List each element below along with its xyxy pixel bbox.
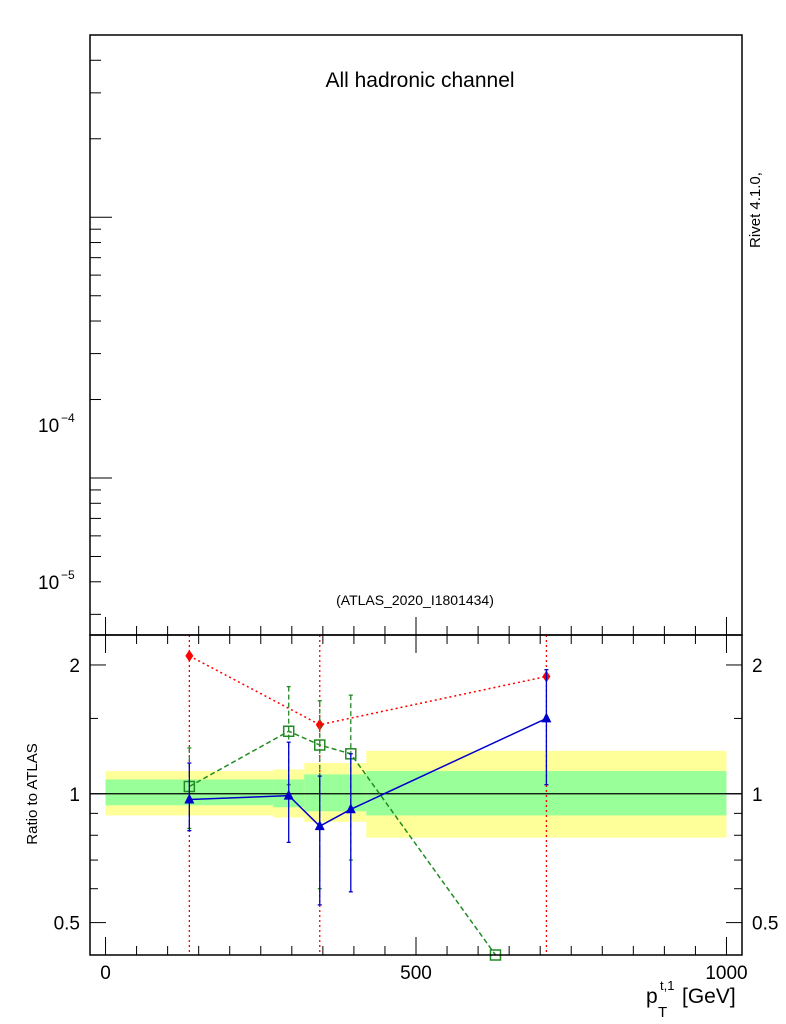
x-axis-label: p T t,1 [GeV] [646,978,736,1021]
marker-blue [283,789,294,800]
ratio-ytick-label-right: 0.5 [752,914,778,935]
x-axis-label-sup: t,1 [660,978,674,993]
series-blue [184,669,552,906]
ratio-ytick-label-left: 1 [69,785,80,806]
rivet-version-label: Rivet 4.1.0, [747,172,764,248]
main-ytick-label-1e-5: 10 −5 [38,568,75,594]
main-ytick-label-exp-4: −4 [61,411,75,425]
analysis-annotation: (ATLAS_2020_I1801434) [336,592,494,608]
chart-title: All hadronic channel [325,69,514,92]
x-axis-label-base: p [646,985,658,1008]
marker-green [314,739,326,751]
xtick-label: 500 [400,963,432,984]
x-axis-label-sub: T [658,1004,667,1021]
marker-blue [184,793,195,804]
main-y-ticks [90,34,112,615]
ratio-ytick-label-right: 1 [752,785,763,806]
svg-text:10: 10 [38,416,59,437]
marker-green [282,725,295,738]
ratio-ytick-label-left: 2 [69,656,80,677]
xtick-label: 1000 [705,963,747,984]
ratio-panel: 0.5 0.5 1 1 2 2 0 500 1000 Ratio to ATLAS p T t,… [24,617,778,1021]
series-line-green [188,730,497,956]
main-ytick-label-exp-5: −5 [61,568,75,582]
ratio-ytick-label-right: 2 [752,656,763,677]
main-panel-frame [89,34,743,636]
marker-red [185,649,194,662]
marker-blue [314,820,325,831]
xtick-label: 0 [100,963,111,984]
main-ytick-label-1e-4: 10 −4 [38,411,75,437]
ratio-tick-labels: 0.5 0.5 1 1 2 2 0 500 1000 [54,656,779,984]
svg-text:10: 10 [38,573,59,594]
marker-blue [541,712,552,723]
ratio-ytick-label-left: 0.5 [54,914,80,935]
main-panel: All hadronic channel (ATLAS_2020_I180143… [38,34,764,636]
ratio-ticks [90,617,742,955]
marker-blue [345,803,356,814]
x-axis-label-unit: [GeV] [682,985,736,1008]
series-line-red [189,655,547,726]
band-inner [304,774,367,812]
data-series [183,635,552,961]
ratio-ylabel: Ratio to ATLAS [24,743,41,844]
